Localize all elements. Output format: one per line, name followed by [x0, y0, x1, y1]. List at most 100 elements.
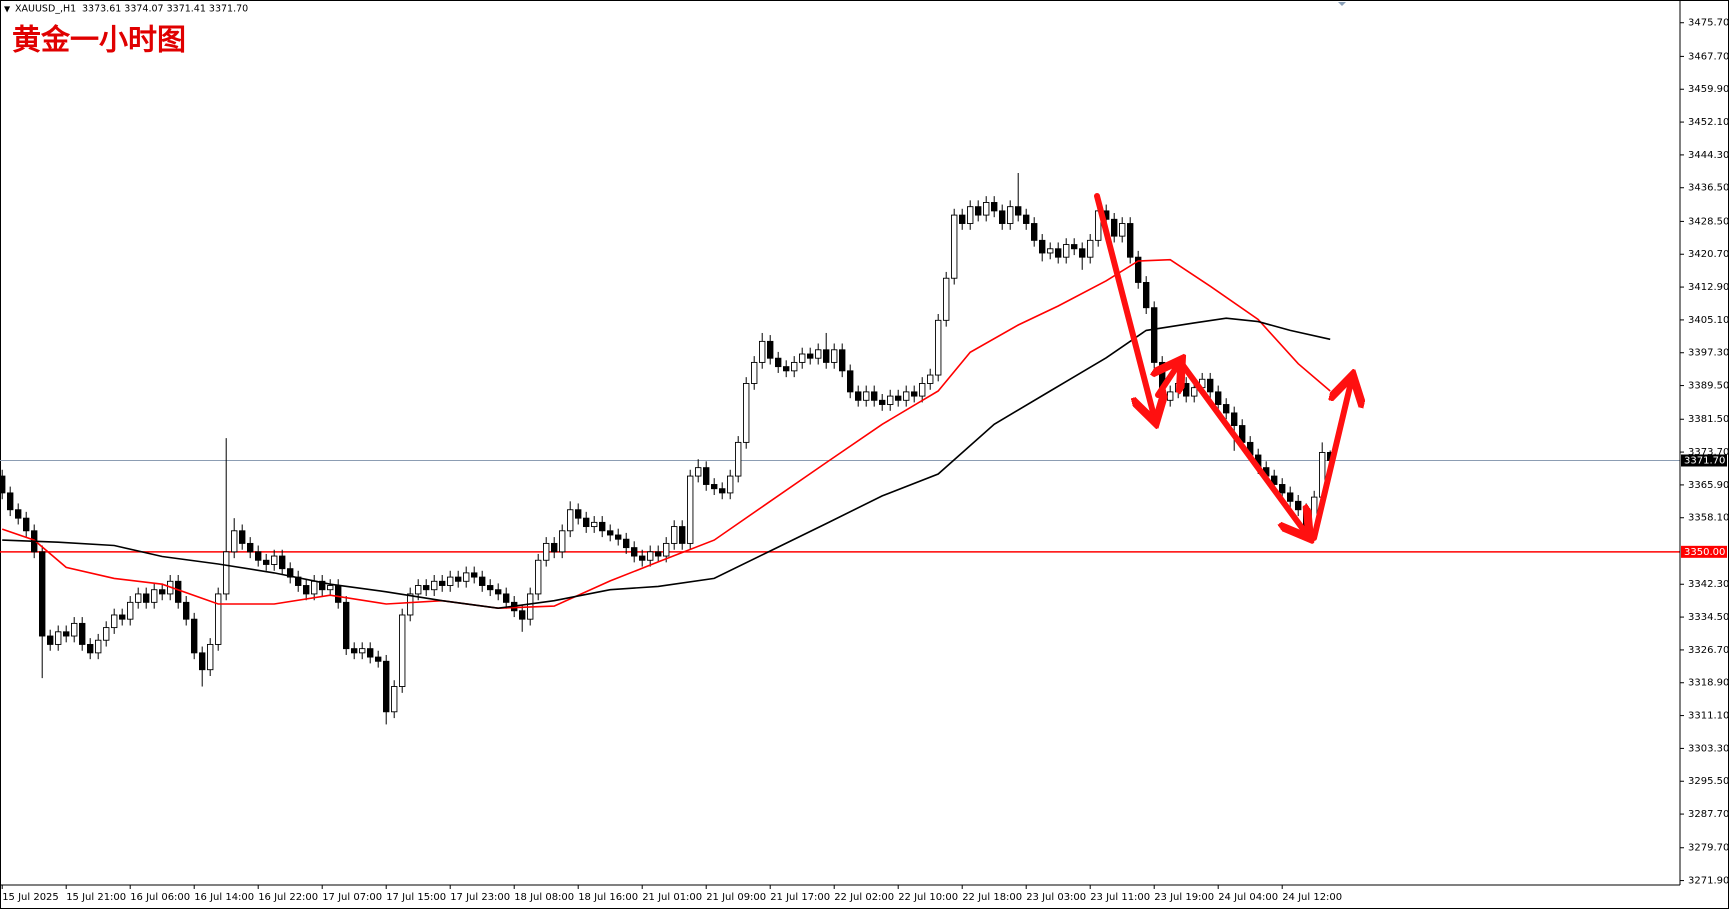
candle-body — [639, 555, 646, 561]
candle-body — [367, 648, 374, 658]
y-tick-label: 3311.10 — [1688, 711, 1729, 722]
candle-body — [503, 593, 510, 603]
candle-body — [303, 585, 310, 595]
x-tick-label: 24 Jul 04:00 — [1218, 892, 1278, 903]
candle-body — [47, 635, 54, 645]
candle-body — [807, 353, 814, 359]
candle-body — [1294, 500, 1302, 511]
candle-body — [271, 555, 278, 565]
candle-body — [743, 383, 750, 443]
candle-body — [118, 614, 126, 620]
candle-body — [86, 643, 94, 654]
y-tick-label: 3428.50 — [1688, 216, 1729, 227]
candle-body — [1007, 206, 1014, 224]
x-tick-label: 21 Jul 09:00 — [706, 892, 766, 903]
candle-body — [583, 517, 590, 528]
candle-body — [343, 601, 350, 650]
candle-body — [623, 538, 630, 549]
candle-body — [599, 521, 606, 532]
candle-body — [935, 319, 942, 376]
candle-body — [607, 530, 614, 536]
candle-body — [551, 542, 558, 553]
menu-arrow: ▼ — [4, 5, 11, 14]
x-tick-label: 16 Jul 06:00 — [130, 892, 190, 903]
candle-body — [198, 652, 206, 671]
candle-body — [263, 559, 270, 565]
candle-body — [479, 576, 486, 586]
candle-body — [991, 202, 998, 212]
candle-body — [1078, 248, 1086, 258]
x-tick-label: 23 Jul 11:00 — [1090, 892, 1150, 903]
level-label: 3350.00 — [1684, 547, 1725, 558]
x-tick-label: 18 Jul 08:00 — [514, 892, 574, 903]
candle-body — [543, 542, 550, 561]
candle-body — [254, 551, 262, 561]
y-tick-label: 3279.70 — [1688, 843, 1729, 854]
ohlc-info: 3373.61 3374.07 3371.41 3371.70 — [82, 4, 248, 15]
moving-average — [1, 258, 1331, 610]
current-price-label: 3371.70 — [1684, 455, 1725, 466]
x-tick-label: 16 Jul 14:00 — [194, 892, 254, 903]
candle-body — [1062, 244, 1070, 258]
candle-body — [447, 576, 454, 586]
arrow — [1158, 362, 1180, 398]
candles — [0, 173, 1334, 725]
x-tick-label: 17 Jul 07:00 — [322, 892, 382, 903]
candle-body — [375, 656, 382, 662]
y-tick-label: 3467.70 — [1688, 51, 1729, 62]
plot-area — [0, 173, 1680, 725]
candle-body — [287, 568, 294, 578]
x-tick-label: 16 Jul 22:00 — [258, 892, 318, 903]
candle-body — [1174, 383, 1182, 393]
candle-body — [319, 580, 326, 591]
candle-body — [967, 206, 974, 224]
candle-body — [751, 361, 758, 384]
candle-body — [1118, 223, 1126, 237]
candle-body — [246, 542, 254, 553]
candle-body — [182, 601, 190, 620]
arrow — [1179, 361, 1308, 536]
y-tick-label: 3405.10 — [1688, 315, 1729, 326]
x-tick-label: 17 Jul 23:00 — [450, 892, 510, 903]
candle-body — [799, 353, 806, 363]
candle-body — [327, 585, 334, 591]
y-tick-label: 3318.90 — [1688, 678, 1729, 689]
candle-body — [214, 593, 222, 645]
current-price-label-box — [1681, 454, 1727, 467]
x-tick-label: 15 Jul 2025 — [2, 892, 59, 903]
y-tick-label: 3334.50 — [1688, 612, 1729, 623]
candle-body — [391, 686, 398, 713]
x-tick-label: 21 Jul 01:00 — [642, 892, 702, 903]
x-tick-label: 21 Jul 17:00 — [770, 892, 830, 903]
shift-marker — [1338, 2, 1346, 6]
candle-body — [671, 526, 678, 544]
candle-body — [783, 366, 790, 372]
candle-body — [1126, 223, 1134, 258]
y-tick-label: 3271.90 — [1688, 876, 1729, 887]
candle-body — [1054, 248, 1062, 258]
candle-body — [1166, 391, 1174, 401]
candle-body — [759, 340, 766, 363]
candle-body — [735, 441, 742, 477]
candle-body — [791, 361, 798, 372]
candle-body — [174, 580, 182, 603]
y-tick-label: 3436.50 — [1688, 183, 1729, 194]
candle-body — [1142, 281, 1150, 309]
x-tick-label: 15 Jul 21:00 — [66, 892, 126, 903]
y-tick-label: 3381.50 — [1688, 414, 1729, 425]
candle-body — [1270, 475, 1278, 485]
candle-body — [775, 357, 782, 368]
candle-body — [1150, 307, 1158, 363]
candle-body — [1015, 206, 1022, 216]
candle-body — [1190, 387, 1198, 397]
candle-body — [94, 639, 102, 654]
candle-body — [230, 530, 238, 553]
candle-body — [959, 214, 966, 224]
candle-body — [703, 467, 710, 485]
candle-body — [1110, 218, 1118, 237]
candle-body — [1230, 412, 1238, 427]
y-tick-label: 3389.50 — [1688, 381, 1729, 392]
y-tick-label: 3358.10 — [1688, 513, 1729, 524]
